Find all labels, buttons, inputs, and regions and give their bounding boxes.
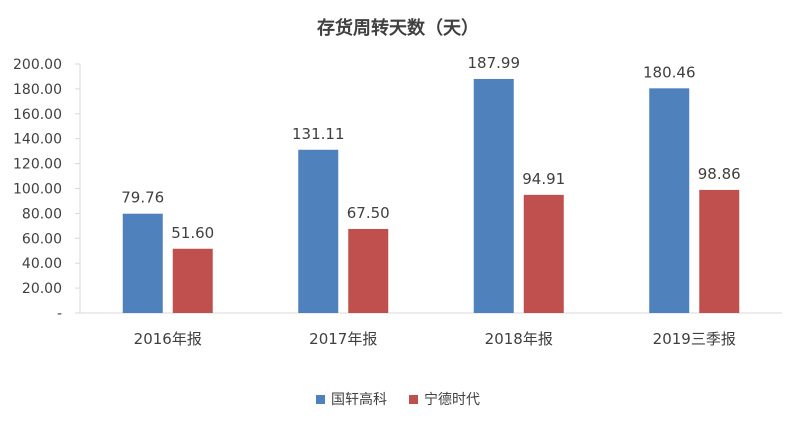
data-label-series-2-4: 98.86 <box>698 165 741 183</box>
bar-series-2-3 <box>523 194 564 313</box>
x-tick-label: 2016年报 <box>134 330 202 348</box>
legend-item-series-2: 宁德时代 <box>409 389 480 409</box>
y-tick-label: 80.00 <box>22 206 62 222</box>
y-tick-label: 40.00 <box>22 256 62 272</box>
y-tick-label: 200.00 <box>13 57 62 73</box>
bar-series-2-2 <box>348 228 389 313</box>
y-tick-label: 120.00 <box>13 157 62 173</box>
data-label-series-2-3: 94.91 <box>522 170 565 188</box>
data-label-series-2-1: 51.60 <box>171 224 214 242</box>
data-label-series-2-2: 67.50 <box>347 204 390 222</box>
legend-item-series-1: 国轩高科 <box>316 389 387 409</box>
bar-series-1-4 <box>649 88 690 313</box>
data-label-series-1-4: 180.46 <box>643 63 696 81</box>
y-tick-label: 20.00 <box>22 281 62 297</box>
bar-series-1-3 <box>473 78 514 313</box>
legend-label-series-1: 国轩高科 <box>331 392 387 408</box>
y-tick-label: 160.00 <box>13 107 62 123</box>
x-tick-label: 2018年报 <box>485 330 553 348</box>
y-tick-label: - <box>57 306 62 322</box>
x-tick-label: 2019三季报 <box>653 330 736 348</box>
legend: 国轩高科 宁德时代 <box>0 389 796 409</box>
data-label-series-1-2: 131.11 <box>292 125 345 143</box>
bar-series-1-1 <box>122 213 163 313</box>
legend-swatch-series-1 <box>316 394 325 404</box>
data-label-series-1-3: 187.99 <box>468 54 521 72</box>
bar-series-2-1 <box>172 248 213 313</box>
y-tick-label: 60.00 <box>22 231 62 247</box>
x-tick-label: 2017年报 <box>309 330 377 348</box>
data-label-series-1-1: 79.76 <box>121 189 164 207</box>
y-tick-label: 180.00 <box>13 82 62 98</box>
chart-title: 存货周转天数（天） <box>317 18 479 39</box>
y-tick-label: 100.00 <box>13 182 62 198</box>
legend-label-series-2: 宁德时代 <box>424 392 480 408</box>
y-tick-label: 140.00 <box>13 132 62 148</box>
legend-swatch-series-2 <box>409 394 418 404</box>
bar-series-2-4 <box>699 189 740 313</box>
bar-series-1-2 <box>298 149 339 313</box>
